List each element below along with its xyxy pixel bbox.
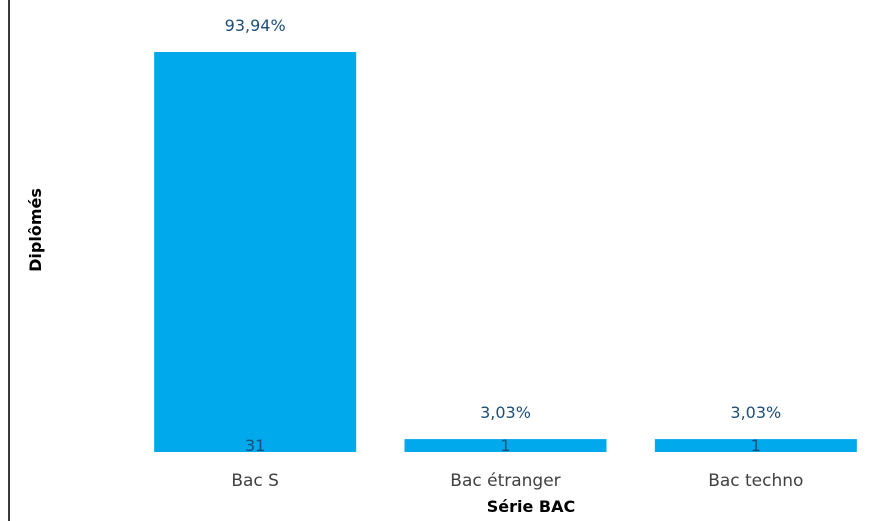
value-label-2: 1	[751, 436, 761, 455]
x-tick-label-1: Bac étranger	[450, 471, 560, 491]
y-axis-title: Diplômés	[26, 188, 45, 272]
percent-label-1: 3,03%	[480, 403, 531, 422]
bar-1[interactable]	[404, 439, 607, 452]
labels-layer: 93,94% 31 Bac S 3,03% 1 Bac étranger 3,03% 1 Bac…	[225, 16, 804, 491]
x-axis-title: Série BAC	[487, 497, 576, 516]
percent-label-0: 93,94%	[225, 16, 286, 35]
x-tick-label-0: Bac S	[231, 471, 279, 491]
bars-layer	[154, 52, 857, 452]
bar-2[interactable]	[654, 439, 857, 452]
value-label-0: 31	[245, 436, 265, 455]
x-tick-label-2: Bac techno	[708, 471, 803, 491]
percent-label-2: 3,03%	[730, 403, 781, 422]
value-label-1: 1	[500, 436, 510, 455]
left-border	[8, 0, 10, 521]
bar-0[interactable]	[154, 52, 357, 452]
